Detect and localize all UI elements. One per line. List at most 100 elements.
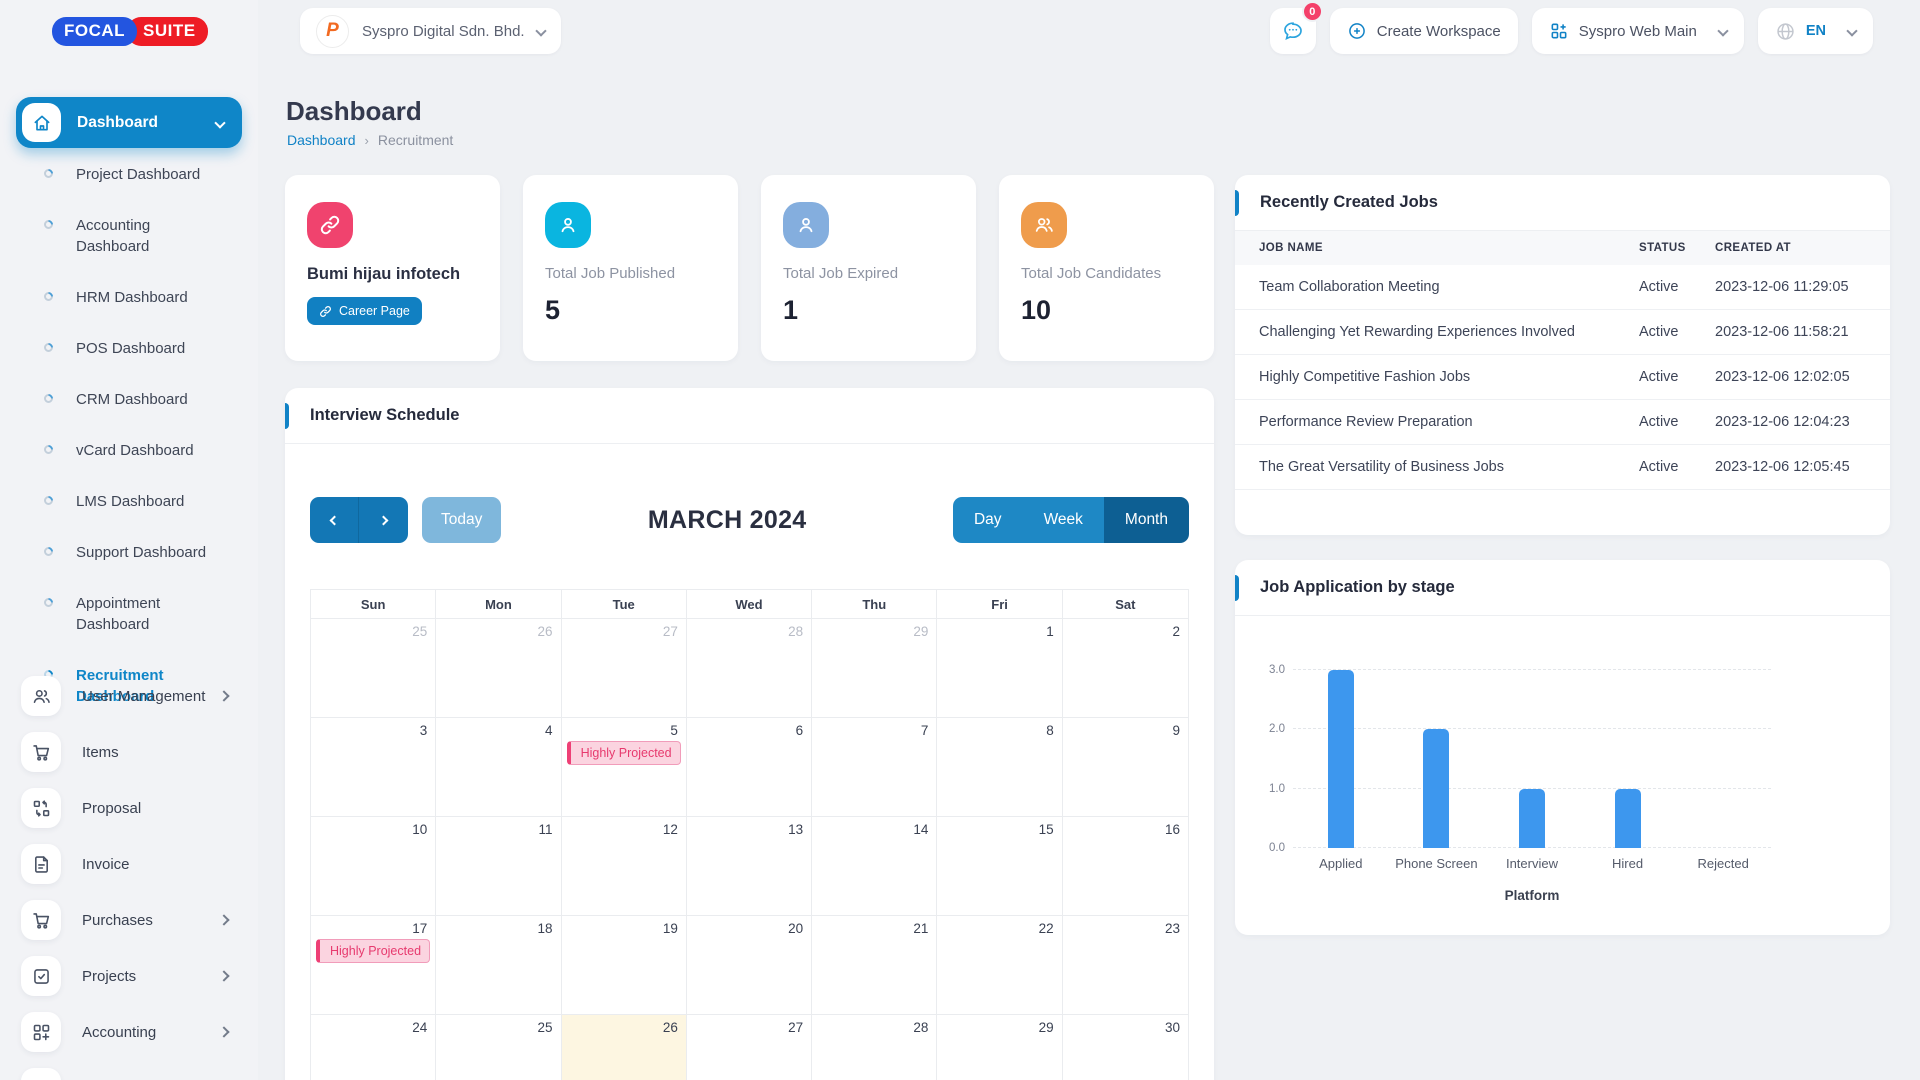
calendar-day-cell-25[interactable]: 25 bbox=[311, 618, 437, 717]
calendar-event[interactable]: Highly Projected bbox=[566, 741, 681, 765]
calendar-day-cell-26[interactable]: 26 bbox=[436, 618, 562, 717]
calendar-day-cell-14[interactable]: 14 bbox=[812, 816, 938, 915]
sidebar-item-lms-dashboard[interactable]: LMS Dashboard bbox=[0, 476, 258, 527]
calendar-day-cell-15[interactable]: 15 bbox=[937, 816, 1063, 915]
sidebar-item-user-management[interactable]: User Management bbox=[0, 668, 258, 724]
calendar-day-cell-29[interactable]: 29 bbox=[937, 1014, 1063, 1080]
chevron-down-icon bbox=[1717, 25, 1729, 37]
bar-slot-phone-screen bbox=[1389, 670, 1485, 848]
calendar-day-cell-12[interactable]: 12 bbox=[561, 816, 687, 915]
sidebar-item-crm-dashboard[interactable]: CRM Dashboard bbox=[0, 374, 258, 425]
calendar-day-cell-1[interactable]: 1 bbox=[937, 618, 1063, 717]
day-header-tue: Tue bbox=[562, 590, 687, 618]
sidebar-group-label: Dashboard bbox=[77, 113, 158, 131]
day-number: 20 bbox=[788, 921, 804, 936]
sidebar-item-hrm-dashboard[interactable]: HRM Dashboard bbox=[0, 272, 258, 323]
calendar-day-cell-16[interactable]: 16 bbox=[1062, 816, 1188, 915]
calendar-day-cell-13[interactable]: 13 bbox=[686, 816, 813, 915]
calendar-day-cell-2[interactable]: 2 bbox=[1062, 618, 1188, 717]
sidebar-item-vcard-dashboard[interactable]: vCard Dashboard bbox=[0, 425, 258, 476]
calendar-day-cell-3[interactable]: 3 bbox=[311, 717, 437, 816]
ring-icon bbox=[42, 494, 55, 507]
calendar-next-button[interactable] bbox=[359, 497, 408, 543]
calendar-day-cell-11[interactable]: 11 bbox=[436, 816, 562, 915]
career-page-button[interactable]: Career Page bbox=[307, 297, 422, 325]
calendar-day-cell-18[interactable]: 18 bbox=[436, 915, 562, 1014]
calendar-day-cell-22[interactable]: 22 bbox=[937, 915, 1063, 1014]
calendar-prev-button[interactable] bbox=[310, 497, 359, 543]
sidebar-item-label: vCard Dashboard bbox=[76, 442, 194, 459]
sidebar-item-invoice[interactable]: Invoice bbox=[0, 836, 258, 892]
calendar-day-cell-9[interactable]: 9 bbox=[1062, 717, 1188, 816]
calendar-day-cell-6[interactable]: 6 bbox=[686, 717, 813, 816]
calendar-day-cell-30[interactable]: 30 bbox=[1062, 1014, 1188, 1080]
sidebar-item-partial[interactable] bbox=[0, 1060, 258, 1080]
sidebar-item-proposal[interactable]: Proposal bbox=[0, 780, 258, 836]
sidebar-item-recruitment-dashboard[interactable]: Recruitment Dashboard bbox=[0, 650, 258, 722]
sidebar-item-items[interactable]: Items bbox=[0, 724, 258, 780]
day-number: 4 bbox=[545, 723, 553, 738]
sidebar-item-purchases[interactable]: Purchases bbox=[0, 892, 258, 948]
ring-icon bbox=[42, 167, 55, 180]
calendar-day-cell-27[interactable]: 27 bbox=[686, 1014, 813, 1080]
calendar-event[interactable]: Highly Projected bbox=[316, 939, 431, 963]
calendar-day-cell-5[interactable]: 5 Highly Projected bbox=[561, 717, 687, 816]
jobs-table-body: Team Collaboration Meeting Active 2023-12-… bbox=[1235, 265, 1890, 490]
calendar-day-cell-28[interactable]: 28 bbox=[812, 1014, 938, 1080]
job-name: Performance Review Preparation bbox=[1259, 414, 1473, 430]
calendar-day-cell-25[interactable]: 25 bbox=[436, 1014, 562, 1080]
workspace-label: Syspro Digital Sdn. Bhd. bbox=[362, 22, 525, 40]
logo-focal: FOCAL bbox=[52, 17, 138, 46]
create-workspace-button[interactable]: Create Workspace bbox=[1329, 8, 1518, 54]
sidebar-item-label: Projects bbox=[82, 967, 137, 985]
calendar-day-cell-7[interactable]: 7 bbox=[812, 717, 938, 816]
workspace-selector[interactable]: P Syspro Digital Sdn. Bhd. bbox=[300, 8, 561, 54]
calendar-day-cell-28[interactable]: 28 bbox=[686, 618, 813, 717]
sidebar-item-label: Proposal bbox=[82, 799, 142, 817]
breadcrumb-separator: › bbox=[364, 132, 369, 148]
sidebar-item-accounting[interactable]: Accounting bbox=[0, 1004, 258, 1060]
calendar-day-cell-21[interactable]: 21 bbox=[812, 915, 938, 1014]
day-number: 10 bbox=[412, 822, 428, 837]
sidebar-group-dashboard[interactable]: Dashboard bbox=[16, 97, 242, 148]
day-number: 27 bbox=[788, 1020, 804, 1035]
y-axis-tick-label: 3.0 bbox=[1269, 664, 1285, 676]
accent-bar bbox=[1235, 190, 1239, 216]
sidebar-item-project-dashboard[interactable]: Project Dashboard bbox=[0, 149, 258, 200]
sidebar-item-support-dashboard[interactable]: Support Dashboard bbox=[0, 527, 258, 578]
bar-phone-screen bbox=[1423, 729, 1450, 848]
ring-icon bbox=[42, 545, 55, 558]
calendar-view-month-button[interactable]: Month bbox=[1103, 497, 1189, 543]
calendar-view-day-button[interactable]: Day bbox=[952, 497, 1023, 543]
breadcrumb-dashboard-link[interactable]: Dashboard bbox=[287, 132, 356, 148]
calendar-day-cell-23[interactable]: 23 bbox=[1062, 915, 1188, 1014]
app-switcher-button[interactable]: Syspro Web Main bbox=[1531, 8, 1744, 54]
calendar-day-cell-8[interactable]: 8 bbox=[937, 717, 1063, 816]
sidebar-item-pos-dashboard[interactable]: POS Dashboard bbox=[0, 323, 258, 374]
language-selector[interactable]: EN bbox=[1757, 8, 1873, 54]
day-number: 28 bbox=[788, 624, 804, 639]
chevron-down-icon bbox=[534, 25, 547, 37]
chat-button[interactable]: 0 bbox=[1269, 1, 1323, 54]
calendar-day-cell-24[interactable]: 24 bbox=[311, 1014, 437, 1080]
x-axis-category-label: Phone Screen bbox=[1395, 856, 1478, 871]
day-number: 16 bbox=[1164, 822, 1180, 837]
home-icon bbox=[22, 103, 61, 142]
calendar-view-week-button[interactable]: Week bbox=[1022, 497, 1104, 543]
calendar-day-cell-20[interactable]: 20 bbox=[686, 915, 813, 1014]
cart-icon bbox=[21, 900, 61, 940]
calendar-day-cell-10[interactable]: 10 bbox=[311, 816, 437, 915]
calendar-day-cell-17[interactable]: 17 Highly Projected bbox=[311, 915, 437, 1014]
calendar-week-row: 3 4 5 Highly Projected 6 7 8 9 bbox=[311, 717, 1188, 816]
calendar-today-button[interactable]: Today bbox=[422, 497, 502, 543]
calendar-day-cell-27[interactable]: 27 bbox=[561, 618, 687, 717]
calendar-day-cell-29[interactable]: 29 bbox=[812, 618, 938, 717]
sidebar-item-accounting-dashboard[interactable]: Accounting Dashboard bbox=[0, 200, 258, 272]
calendar-day-cell-19[interactable]: 19 bbox=[561, 915, 687, 1014]
sidebar-item-projects[interactable]: Projects bbox=[0, 948, 258, 1004]
calendar-day-cell-26-today[interactable]: 26 bbox=[561, 1014, 687, 1080]
calendar-day-cell-4[interactable]: 4 bbox=[436, 717, 562, 816]
day-number: 19 bbox=[662, 921, 678, 936]
interview-schedule-title: Interview Schedule bbox=[310, 406, 460, 424]
sidebar-item-appointment-dashboard[interactable]: Appointment Dashboard bbox=[0, 578, 258, 650]
